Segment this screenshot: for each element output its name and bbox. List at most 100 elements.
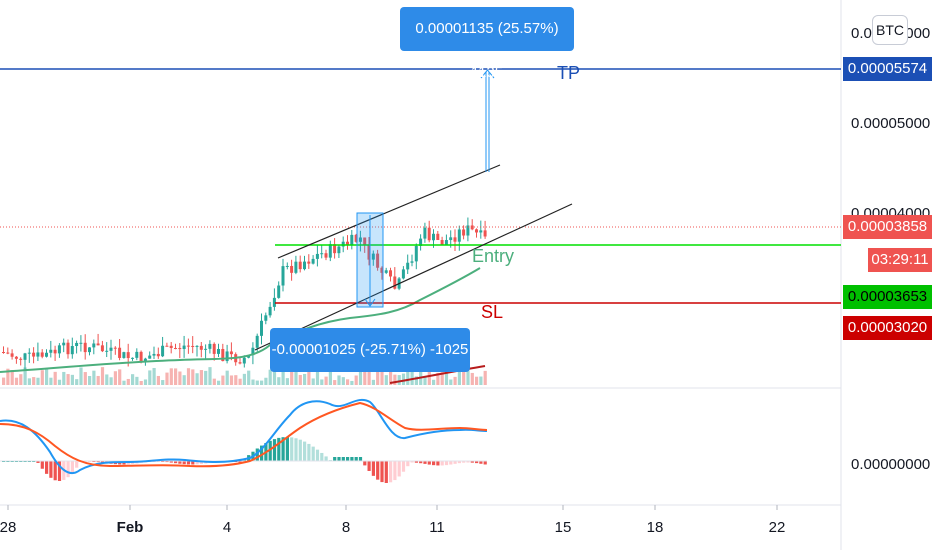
volume-bar bbox=[36, 377, 40, 385]
macd-histogram-bar bbox=[341, 457, 345, 461]
date-axis-label: 8 bbox=[342, 519, 350, 536]
volume-bar bbox=[23, 367, 27, 385]
tp-price-tag: 0.00005574 bbox=[843, 57, 932, 81]
drop-measure-callout[interactable]: -0.00001025 (-25.71%) -1025 bbox=[270, 328, 470, 372]
macd-histogram-bar bbox=[324, 456, 328, 461]
volume-bar bbox=[32, 377, 36, 385]
macd-histogram-bar bbox=[268, 440, 272, 461]
volume-bar bbox=[333, 380, 337, 385]
rise-measure-callout[interactable]: 0.00001135 (25.57%) 1135 bbox=[400, 7, 574, 81]
volume-bar bbox=[483, 370, 487, 385]
macd-histogram-bar bbox=[311, 446, 315, 461]
macd-histogram-bar bbox=[475, 461, 479, 464]
volume-bar bbox=[376, 363, 380, 385]
volume-bar bbox=[346, 379, 350, 385]
candle-body bbox=[427, 227, 431, 241]
volume-bar bbox=[14, 377, 19, 385]
candle-body bbox=[358, 237, 362, 242]
volume-bar bbox=[178, 371, 182, 385]
macd-histogram-bar bbox=[36, 461, 40, 463]
volume-bar bbox=[212, 378, 216, 385]
candle-body bbox=[436, 233, 440, 240]
volume-bar bbox=[174, 368, 178, 385]
volume-bar bbox=[324, 376, 328, 385]
macd-histogram-bar bbox=[393, 461, 397, 481]
macd-histogram-bar bbox=[346, 457, 350, 461]
volume-bar bbox=[152, 367, 156, 385]
candle-body bbox=[272, 297, 276, 307]
volume-bar bbox=[414, 376, 418, 385]
volume-bar bbox=[320, 379, 324, 385]
candle-body bbox=[191, 345, 195, 347]
candle-body bbox=[337, 246, 341, 254]
currency-button[interactable]: BTC bbox=[872, 15, 908, 45]
macd-histogram-bar bbox=[53, 461, 57, 481]
macd-histogram-bar bbox=[315, 449, 320, 461]
volume-bar bbox=[139, 380, 143, 385]
candle-body bbox=[139, 351, 143, 362]
volume-bar bbox=[217, 380, 221, 385]
rise-arrow-head bbox=[480, 69, 495, 79]
macd-histogram-bar bbox=[363, 461, 367, 466]
volume-bar bbox=[449, 379, 453, 385]
candle-body bbox=[199, 345, 203, 350]
volume-bar bbox=[49, 377, 53, 385]
candle-body bbox=[62, 342, 66, 346]
macd-histogram-bar bbox=[320, 452, 324, 461]
volume-bar bbox=[105, 374, 109, 385]
channel-lower-line bbox=[254, 203, 573, 351]
volume-bar bbox=[161, 380, 165, 385]
volume-bar bbox=[255, 380, 259, 385]
candle-body bbox=[143, 358, 147, 362]
volume-bar bbox=[66, 374, 70, 385]
macd-histogram-bar bbox=[186, 461, 191, 465]
candle-body bbox=[217, 348, 220, 354]
volume-bar bbox=[466, 370, 470, 385]
candle-body bbox=[19, 358, 23, 360]
macd-histogram-bar bbox=[290, 437, 294, 461]
candle-body bbox=[182, 345, 186, 350]
candle-body bbox=[419, 238, 423, 246]
macd-histogram-bar bbox=[389, 461, 393, 483]
volume-bar bbox=[221, 375, 225, 385]
volume-bar bbox=[156, 375, 160, 385]
volume-bar bbox=[225, 370, 229, 385]
candle-body bbox=[6, 352, 10, 354]
macd-histogram-bar bbox=[483, 461, 487, 465]
macd-histogram-bar bbox=[100, 461, 105, 463]
date-axis[interactable]: 28 Feb 4 8 11 15 18 22 bbox=[0, 505, 785, 536]
macd-histogram-bar bbox=[436, 461, 440, 466]
candle-body bbox=[298, 261, 302, 270]
candle-body bbox=[225, 351, 229, 362]
volume-bar bbox=[122, 380, 126, 385]
volume-bar bbox=[19, 374, 23, 385]
candle-body bbox=[466, 225, 470, 236]
macd-histogram-bar bbox=[272, 439, 277, 461]
date-axis-label: Feb bbox=[117, 519, 144, 536]
volume-bar bbox=[290, 368, 294, 385]
candle-body bbox=[470, 225, 474, 230]
macd-histogram-bar bbox=[414, 461, 418, 463]
candle-body bbox=[440, 239, 444, 246]
volume-bar bbox=[397, 375, 401, 385]
candle-body bbox=[432, 233, 435, 241]
volume-bar bbox=[195, 373, 199, 385]
volume-bar bbox=[135, 376, 139, 385]
volume-bar bbox=[260, 380, 264, 385]
macd-histogram-bar bbox=[427, 461, 431, 465]
volume-bar bbox=[100, 367, 105, 385]
trend-line-red bbox=[389, 365, 486, 384]
candle-body bbox=[393, 276, 397, 289]
candle-body bbox=[376, 253, 380, 268]
candle-body bbox=[268, 306, 272, 316]
date-axis-label: 15 bbox=[555, 519, 572, 536]
candle-body bbox=[410, 261, 414, 263]
candle-body bbox=[401, 269, 405, 279]
volume-bar bbox=[294, 368, 298, 385]
candle-body bbox=[328, 244, 332, 258]
candle-body bbox=[152, 353, 156, 356]
macd-histogram-bar bbox=[384, 461, 388, 483]
volume-bar bbox=[75, 379, 79, 385]
macd-histogram-bar bbox=[307, 443, 311, 461]
